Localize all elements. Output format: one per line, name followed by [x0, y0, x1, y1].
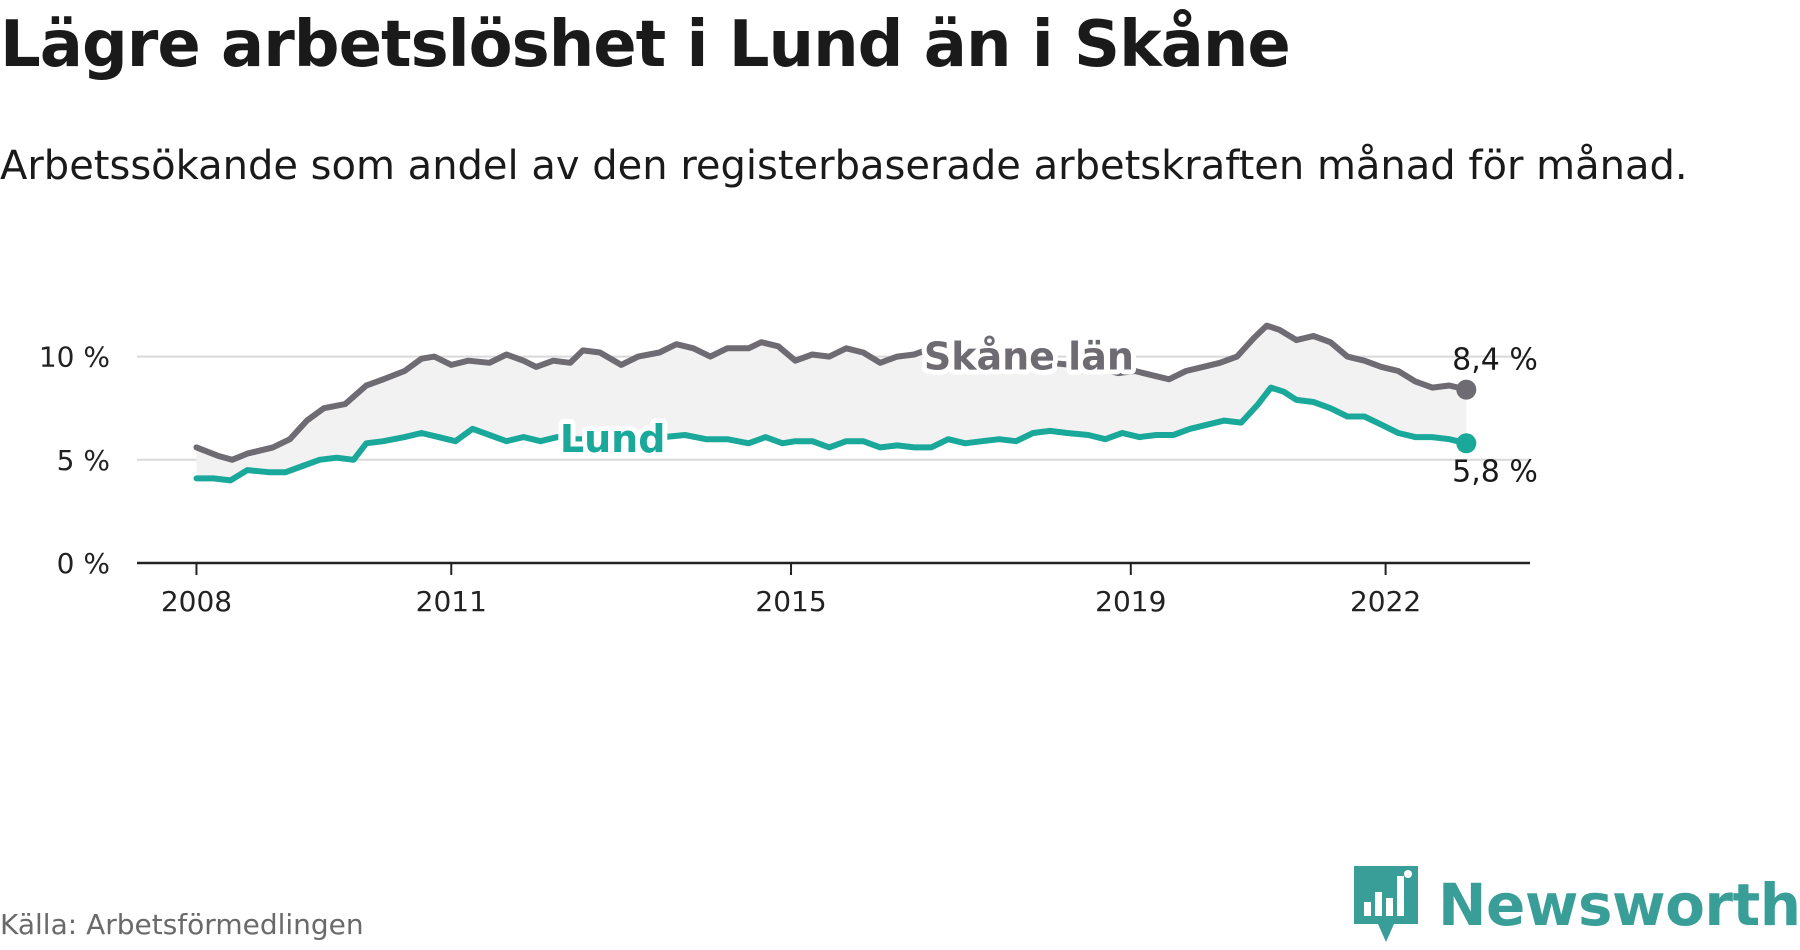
series-line-lund	[193, 384, 1470, 484]
x-tick-label: 2011	[416, 585, 487, 618]
end-value-label: 8,4 %	[1452, 343, 1538, 378]
x-tick-label: 2015	[755, 585, 826, 618]
x-tick-label: 2019	[1095, 585, 1166, 618]
series-label-skane-lan: Skåne län	[924, 335, 1134, 379]
end-point-lund	[1456, 433, 1477, 454]
series-label-lund: Lund	[560, 417, 666, 461]
y-tick-label: 5 %	[57, 444, 110, 477]
y-tick-label: 0 %	[57, 547, 110, 580]
end-point-skane-lan	[1456, 379, 1477, 400]
difference-band	[196, 325, 1467, 481]
newsworthy-logo-icon	[1354, 866, 1418, 942]
brand-name: Newsworthy	[1438, 871, 1800, 939]
source-note: Källa: Arbetsförmedlingen	[0, 908, 364, 941]
series-line-skane-lan	[193, 322, 1470, 463]
x-tick-label: 2022	[1350, 585, 1421, 618]
brand-logo: Newsworthy	[1350, 860, 1800, 950]
x-tick-label: 2008	[161, 585, 232, 618]
chart-subtitle: Arbetssökande som andel av den registerb…	[0, 143, 1688, 189]
end-value-label: 5,8 %	[1452, 454, 1538, 489]
y-tick-label: 10 %	[39, 341, 110, 374]
chart-title: Lägre arbetslöshet i Lund än i Skåne	[0, 8, 1291, 82]
